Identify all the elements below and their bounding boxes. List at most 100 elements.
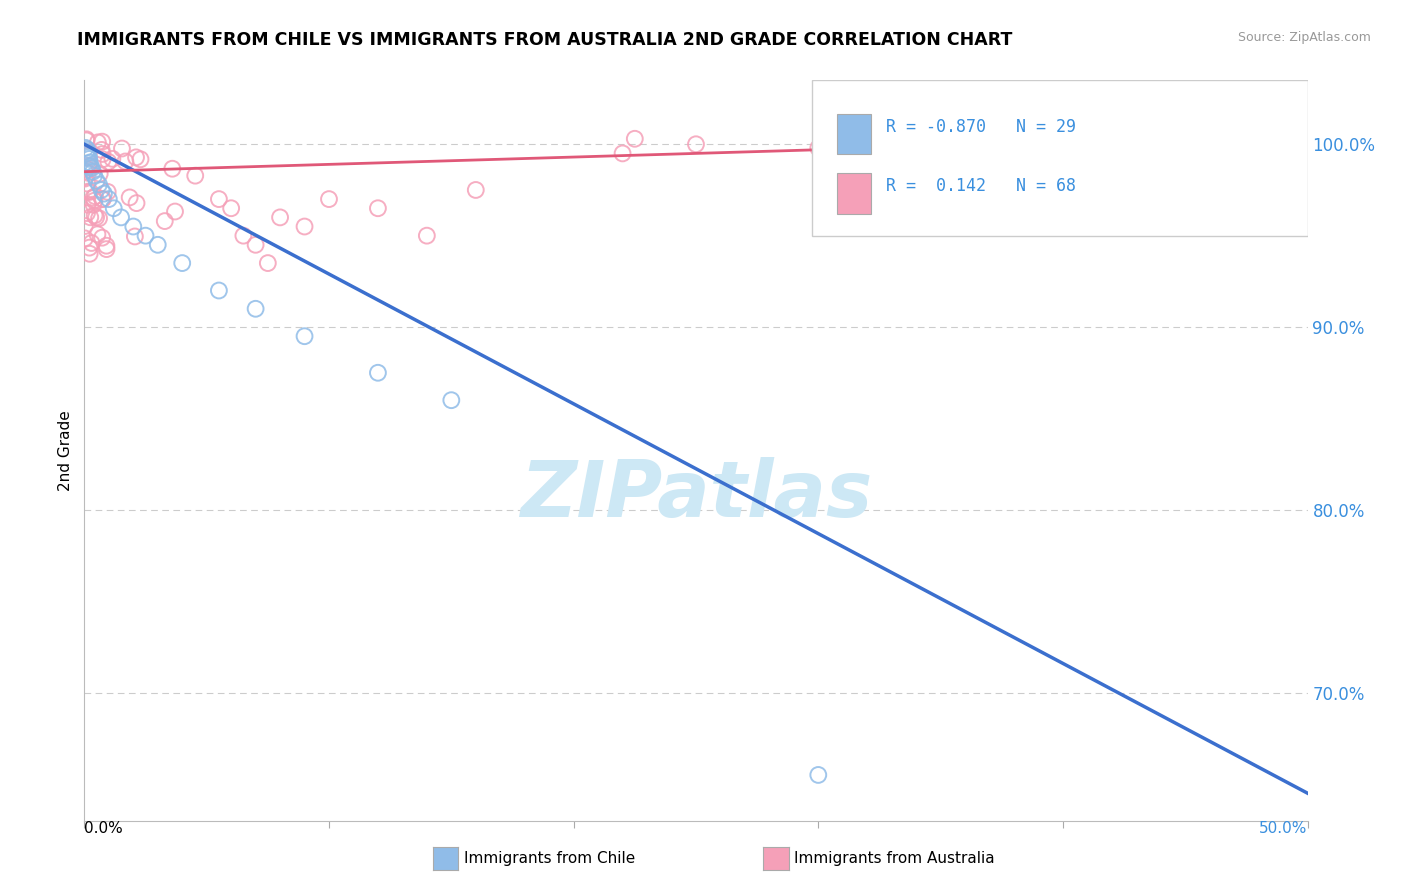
Text: 0.0%: 0.0% (84, 821, 124, 836)
Point (87, 211, 110, 226)
Point (77, 152, 100, 166)
Point (163, 204, 186, 219)
Point (77, 166, 100, 180)
Point (153, 214, 176, 228)
Point (79, 155, 101, 169)
Point (90, 143, 112, 157)
Point (91, 192, 114, 206)
Point (77, 185, 100, 199)
Point (464, 183, 486, 197)
Point (90, 183, 112, 197)
Point (84, 211, 107, 225)
Text: R =  0.142   N = 68: R = 0.142 N = 68 (886, 178, 1076, 195)
Point (80, 161, 103, 175)
Point (97, 192, 120, 206)
Point (318, 192, 340, 206)
Point (111, 141, 134, 155)
Point (245, 237, 267, 252)
Point (146, 237, 169, 252)
Point (84, 189, 107, 203)
Point (87, 178, 110, 192)
Point (83, 194, 105, 208)
Point (91, 230, 114, 244)
Point (77, 159, 100, 173)
Point (440, 393, 463, 408)
Point (367, 366, 389, 380)
Point (86, 227, 108, 242)
Point (79, 211, 101, 225)
Bar (837, 173, 870, 213)
Point (97, 185, 120, 199)
Point (245, 301, 267, 316)
Point (122, 219, 145, 234)
Point (929, 134, 952, 148)
Point (73, 164, 96, 178)
Text: R = -0.870   N = 29: R = -0.870 N = 29 (886, 118, 1076, 136)
Y-axis label: 2nd Grade: 2nd Grade (58, 410, 73, 491)
Point (76, 177, 98, 191)
Text: IMMIGRANTS FROM CHILE VS IMMIGRANTS FROM AUSTRALIA 2ND GRADE CORRELATION CHART: IMMIGRANTS FROM CHILE VS IMMIGRANTS FROM… (77, 31, 1012, 49)
Point (162, 161, 184, 176)
Point (91, 153, 114, 167)
Point (232, 228, 254, 243)
Point (184, 169, 207, 183)
Point (172, 256, 194, 270)
Point (77, 148, 100, 162)
Point (118, 190, 141, 204)
Point (79, 159, 101, 173)
Point (82, 191, 104, 205)
Point (77, 150, 100, 164)
Point (294, 329, 316, 343)
Point (79, 247, 101, 261)
Point (75, 133, 97, 147)
Point (75, 141, 97, 155)
Point (208, 284, 231, 298)
Point (416, 228, 439, 243)
Point (83, 208, 105, 222)
Point (83, 197, 105, 211)
Point (80, 235, 103, 250)
Point (257, 256, 280, 270)
Point (91, 147, 114, 161)
Point (86, 174, 108, 188)
Point (269, 211, 291, 225)
Point (208, 192, 231, 206)
Point (807, 141, 830, 155)
Point (624, 132, 647, 146)
Point (125, 150, 148, 164)
Text: 50.0%: 50.0% (1260, 821, 1308, 836)
Point (76, 143, 98, 157)
Point (807, 768, 830, 782)
Point (91, 135, 114, 149)
Point (82, 164, 104, 178)
Point (103, 201, 125, 215)
Point (79, 241, 101, 255)
Point (110, 211, 132, 225)
Point (294, 219, 316, 234)
Point (75, 145, 97, 159)
Point (219, 201, 242, 215)
Point (76, 146, 98, 161)
Point (73, 171, 96, 186)
Point (124, 229, 146, 244)
Text: Immigrants from Chile: Immigrants from Chile (464, 852, 636, 866)
Point (97, 154, 120, 169)
Point (76, 206, 98, 220)
FancyBboxPatch shape (813, 80, 1308, 235)
Point (77, 146, 100, 161)
Point (135, 228, 157, 243)
Point (73, 231, 96, 245)
Point (76, 197, 98, 211)
Point (101, 152, 124, 166)
Point (83, 169, 105, 183)
Text: ZIPatlas: ZIPatlas (520, 457, 872, 533)
Point (129, 153, 152, 167)
Point (93, 186, 115, 201)
Point (89, 167, 111, 181)
Point (114, 154, 136, 169)
Point (612, 146, 634, 161)
Point (125, 196, 148, 211)
Point (96, 242, 118, 256)
Point (96, 238, 118, 252)
Text: Source: ZipAtlas.com: Source: ZipAtlas.com (1237, 31, 1371, 45)
